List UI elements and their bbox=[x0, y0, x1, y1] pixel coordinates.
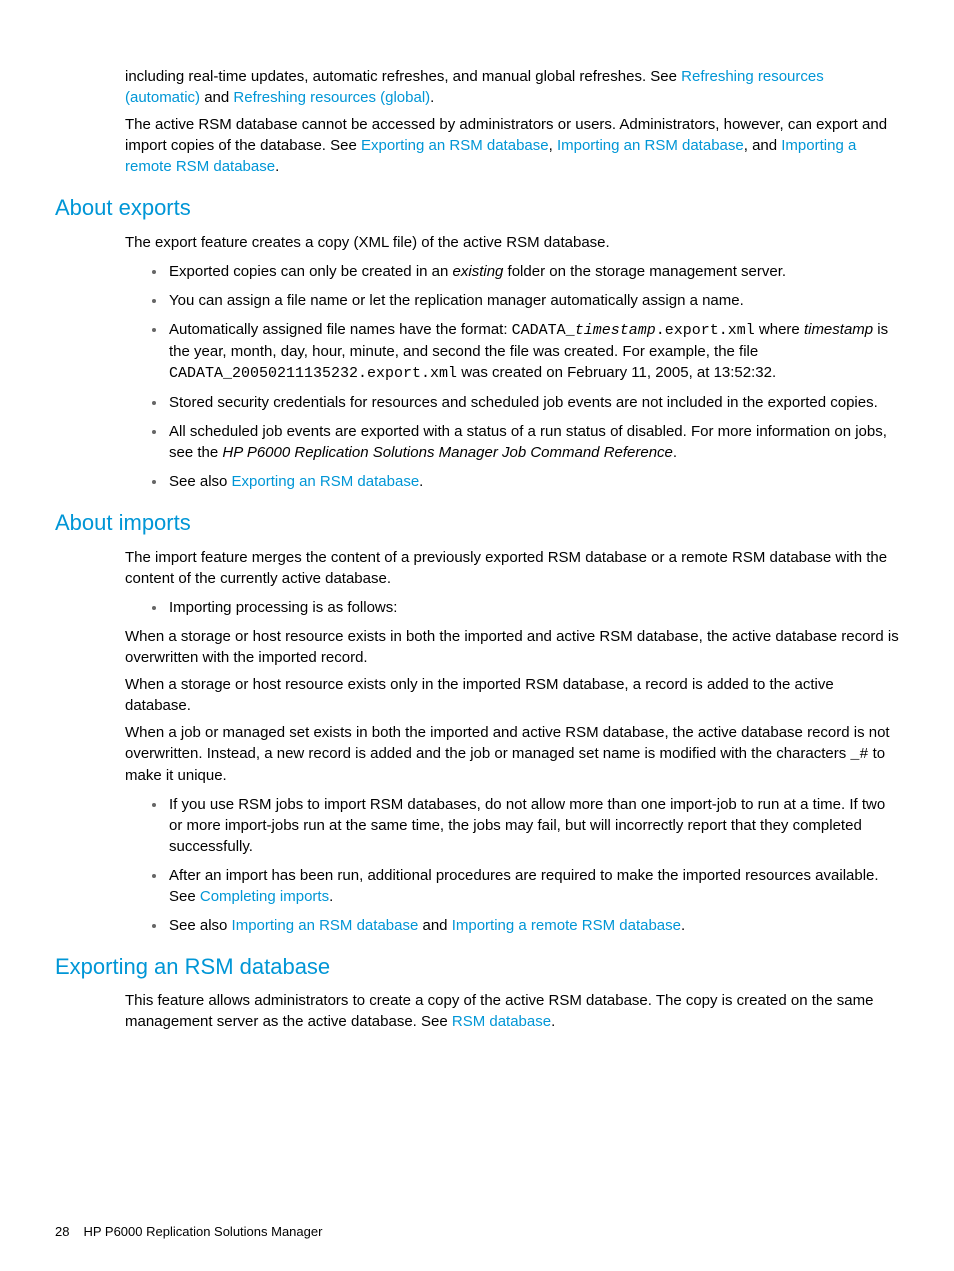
text: . bbox=[419, 473, 423, 490]
text: was created on February 11, 2005, at 13:… bbox=[457, 364, 776, 381]
exporting-paragraph: This feature allows administrators to cr… bbox=[125, 990, 899, 1032]
heading-exporting-rsm-db: Exporting an RSM database bbox=[55, 952, 899, 983]
text: . bbox=[681, 917, 685, 934]
intro-paragraph-2: The active RSM database cannot be access… bbox=[125, 114, 899, 177]
text: folder on the storage management server. bbox=[503, 263, 786, 280]
imports-list-2: If you use RSM jobs to import RSM databa… bbox=[125, 794, 899, 936]
list-item: Automatically assigned file names have t… bbox=[167, 319, 899, 384]
italic-text: existing bbox=[453, 263, 504, 280]
text: See also bbox=[169, 917, 232, 934]
code-text: CADATA_timestamp.export.xml bbox=[512, 322, 755, 339]
list-item: You can assign a file name or let the re… bbox=[167, 290, 899, 311]
text: . bbox=[329, 888, 333, 905]
link-importing-rsm[interactable]: Importing an RSM database bbox=[557, 137, 744, 154]
italic-text: HP P6000 Replication Solutions Manager J… bbox=[222, 444, 673, 461]
text: and bbox=[200, 89, 233, 106]
text: , and bbox=[744, 137, 782, 154]
link-refreshing-global[interactable]: Refreshing resources (global) bbox=[233, 89, 430, 106]
link-importing-remote-rsm[interactable]: Importing a remote RSM database bbox=[452, 917, 681, 934]
list-item: All scheduled job events are exported wi… bbox=[167, 421, 899, 463]
imports-intro: The import feature merges the content of… bbox=[125, 547, 899, 589]
imports-paragraph: When a storage or host resource exists o… bbox=[125, 674, 899, 716]
exports-list: Exported copies can only be created in a… bbox=[125, 261, 899, 492]
italic-text: timestamp bbox=[804, 321, 873, 338]
list-item: See also Importing an RSM database and I… bbox=[167, 915, 899, 936]
text: . bbox=[430, 89, 434, 106]
text: Exported copies can only be created in a… bbox=[169, 263, 453, 280]
list-item: Exported copies can only be created in a… bbox=[167, 261, 899, 282]
text: See also bbox=[169, 473, 232, 490]
text: where bbox=[755, 321, 804, 338]
imports-paragraph: When a storage or host resource exists i… bbox=[125, 626, 899, 668]
text: When a job or managed set exists in both… bbox=[125, 724, 890, 762]
text: Automatically assigned file names have t… bbox=[169, 321, 512, 338]
link-exporting-rsm[interactable]: Exporting an RSM database bbox=[361, 137, 549, 154]
code-text: _# bbox=[850, 746, 868, 763]
exports-intro: The export feature creates a copy (XML f… bbox=[125, 232, 899, 253]
intro-paragraph-1: including real-time updates, automatic r… bbox=[125, 66, 899, 108]
text: and bbox=[418, 917, 451, 934]
text: including real-time updates, automatic r… bbox=[125, 68, 681, 85]
link-rsm-database[interactable]: RSM database bbox=[452, 1013, 551, 1030]
list-item: Stored security credentials for resource… bbox=[167, 392, 899, 413]
list-item: See also Exporting an RSM database. bbox=[167, 471, 899, 492]
footer-title: HP P6000 Replication Solutions Manager bbox=[83, 1224, 322, 1239]
text: . bbox=[673, 444, 677, 461]
text: . bbox=[275, 158, 279, 175]
link-exporting-rsm[interactable]: Exporting an RSM database bbox=[232, 473, 420, 490]
imports-paragraph: When a job or managed set exists in both… bbox=[125, 722, 899, 786]
list-item: After an import has been run, additional… bbox=[167, 865, 899, 907]
link-completing-imports[interactable]: Completing imports bbox=[200, 888, 329, 905]
page-footer: 28 HP P6000 Replication Solutions Manager bbox=[55, 1223, 322, 1241]
text: . bbox=[551, 1013, 555, 1030]
page-number: 28 bbox=[55, 1224, 69, 1239]
imports-list-1: Importing processing is as follows: bbox=[125, 597, 899, 618]
list-item: Importing processing is as follows: bbox=[167, 597, 899, 618]
code-text: CADATA_20050211135232.export.xml bbox=[169, 365, 457, 382]
text: , bbox=[549, 137, 557, 154]
link-importing-rsm[interactable]: Importing an RSM database bbox=[232, 917, 419, 934]
list-item: If you use RSM jobs to import RSM databa… bbox=[167, 794, 899, 857]
heading-about-imports: About imports bbox=[55, 508, 899, 539]
heading-about-exports: About exports bbox=[55, 193, 899, 224]
